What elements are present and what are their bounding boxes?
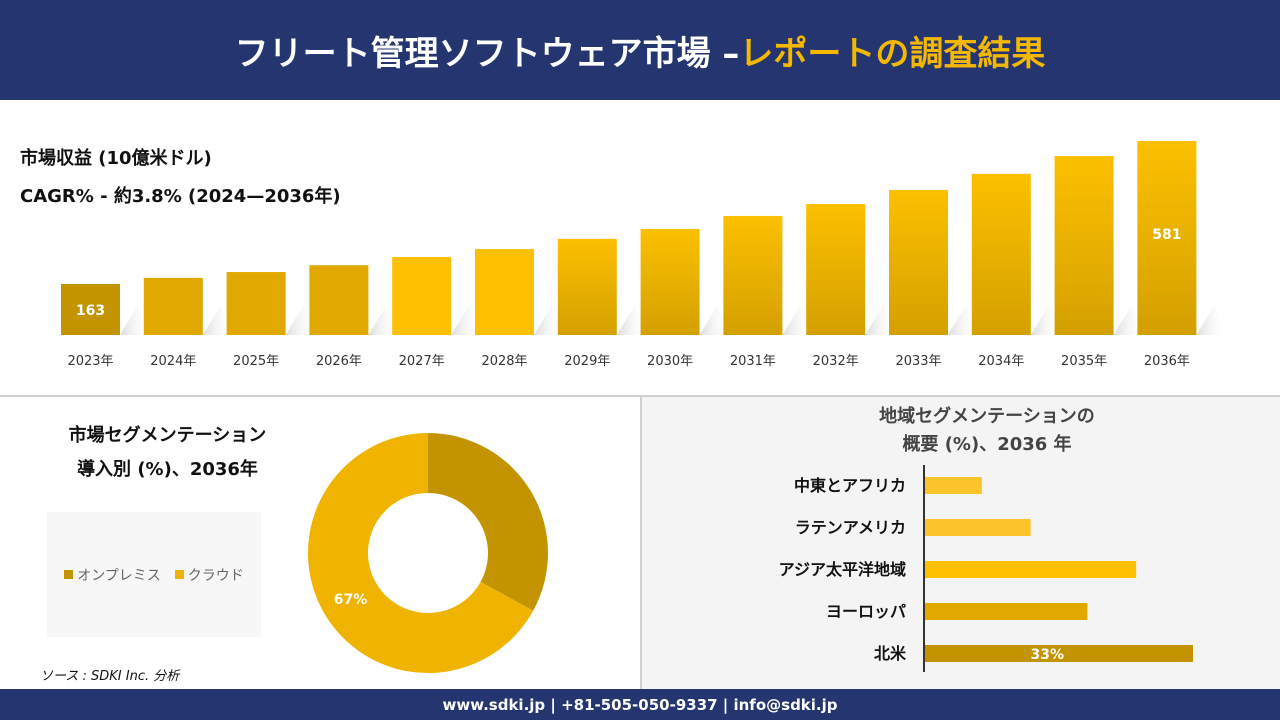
bar-shadow: [616, 305, 647, 335]
bar-shadow: [782, 305, 813, 335]
bar-2031年: [723, 215, 783, 335]
bar-shadow: [699, 305, 730, 335]
donut-slice-1: [308, 433, 534, 673]
bar-shadow: [534, 305, 564, 335]
bar-2028年: [475, 249, 534, 335]
bar-shadow: [948, 305, 978, 335]
donut-legend: オンプレミス クラウド: [47, 512, 261, 637]
region-bar-2: [925, 561, 1137, 578]
x-tick-label: 2024年: [150, 354, 196, 369]
x-tick-label: 2036年: [1144, 354, 1190, 369]
source-note: ソース : SDKI Inc. 分析: [40, 669, 180, 684]
bar-2034年: [971, 173, 1031, 335]
section-divider: [0, 395, 1280, 397]
revenue-bar-chart: 2023年 163 2024年 2025年 2026年 2027年 2028年 2029年 20…: [61, 141, 1227, 369]
x-tick-label: 2026年: [316, 354, 362, 369]
x-tick-label: 2030年: [647, 354, 693, 369]
bar-2035年: [1054, 156, 1114, 335]
region-label: 中東とアフリカ: [794, 476, 906, 495]
x-tick-label: 2028年: [481, 354, 527, 369]
title-main: フリート管理ソフトウェア市場 –: [234, 33, 740, 74]
segment-title-line1: 市場セグメンテーション: [68, 425, 267, 446]
bar-2027年: [392, 256, 452, 335]
header-banner: フリート管理ソフトウェア市場 – レポートの調査結果: [0, 0, 1280, 100]
bar-shadow: [120, 305, 150, 335]
bar-shadow: [368, 305, 399, 335]
bar-2033年: [889, 189, 948, 335]
bar-shadow: [451, 305, 482, 335]
deployment-segment-panel: 市場セグメンテーション 導入別 (%)、2036年 オンプレミス クラウド 67…: [0, 397, 640, 689]
bar-2024年: [143, 277, 203, 335]
legend-item-cloud: クラウド: [174, 565, 244, 585]
bar-shadow: [285, 305, 316, 335]
bar-2025年: [226, 272, 286, 335]
legend-item-on-premise: オンプレミス: [64, 565, 161, 585]
bar-2026年: [309, 265, 369, 335]
region-label: アジア太平洋地域: [779, 560, 906, 579]
bar-2036年: [1137, 141, 1197, 335]
bar-shadow: [1113, 305, 1144, 335]
bar-2032年: [806, 203, 866, 335]
x-tick-label: 2034年: [978, 354, 1024, 369]
bar-shadow: [1196, 305, 1227, 335]
x-tick-label: 2033年: [895, 354, 941, 369]
deployment-donut-chart: 67%: [308, 433, 548, 673]
title-accent: レポートの調査結果: [739, 33, 1046, 74]
cagr-text: CAGR% - 約3.8% (2024—2036年): [20, 186, 341, 207]
bar-shadow: [865, 305, 896, 335]
data-label: 163: [76, 303, 105, 319]
region-bar-3: [925, 603, 1088, 620]
region-title: 地域セグメンテーションの 概要 (%)、2036 年: [642, 403, 1280, 459]
region-bar-0: [925, 477, 982, 494]
bar-shadow: [1030, 305, 1061, 335]
revenue-titles: 市場収益 (10億米ドル) CAGR% - 約3.8% (2024—2036年): [20, 140, 341, 216]
x-tick-label: 2029年: [564, 354, 610, 369]
region-label: ヨーロッパ: [826, 602, 906, 621]
bar-shadow: [202, 305, 233, 335]
segment-title: 市場セグメンテーション 導入別 (%)、2036年: [40, 419, 295, 487]
x-tick-label: 2027年: [399, 354, 445, 369]
footer: www.sdki.jp | +81-505-050-9337 | info@sd…: [0, 689, 1280, 720]
revenue-title: 市場収益 (10億米ドル): [20, 148, 212, 169]
region-title-line2: 概要 (%)、2036 年: [902, 434, 1072, 455]
region-bar-1: [925, 519, 1031, 536]
data-label: 581: [1152, 227, 1181, 243]
x-tick-label: 2035年: [1061, 354, 1107, 369]
region-label: 北米: [874, 644, 907, 663]
x-tick-label: 2023年: [67, 354, 113, 369]
donut-data-label: 67%: [334, 592, 368, 608]
region-title-line1: 地域セグメンテーションの: [879, 406, 1095, 427]
x-tick-label: 2025年: [233, 354, 279, 369]
region-data-label: 33%: [1031, 647, 1065, 663]
contact-info: www.sdki.jp | +81-505-050-9337 | info@sd…: [442, 695, 838, 714]
region-label: ラテンアメリカ: [795, 518, 906, 537]
legend-label: クラウド: [187, 567, 244, 584]
segment-title-line2: 導入別 (%)、2036年: [77, 459, 258, 480]
x-tick-label: 2031年: [730, 354, 776, 369]
region-segment-panel: 地域セグメンテーションの 概要 (%)、2036 年 中東とアフリカ ラテンアメリ…: [640, 397, 1280, 689]
bar-2023年: [61, 284, 120, 335]
region-bar-4: [925, 645, 1193, 662]
bar-2030年: [640, 228, 700, 335]
donut-slice-0: [428, 433, 548, 611]
legend-label: オンプレミス: [77, 567, 161, 584]
x-tick-label: 2032年: [813, 354, 859, 369]
bar-2029年: [557, 238, 617, 335]
